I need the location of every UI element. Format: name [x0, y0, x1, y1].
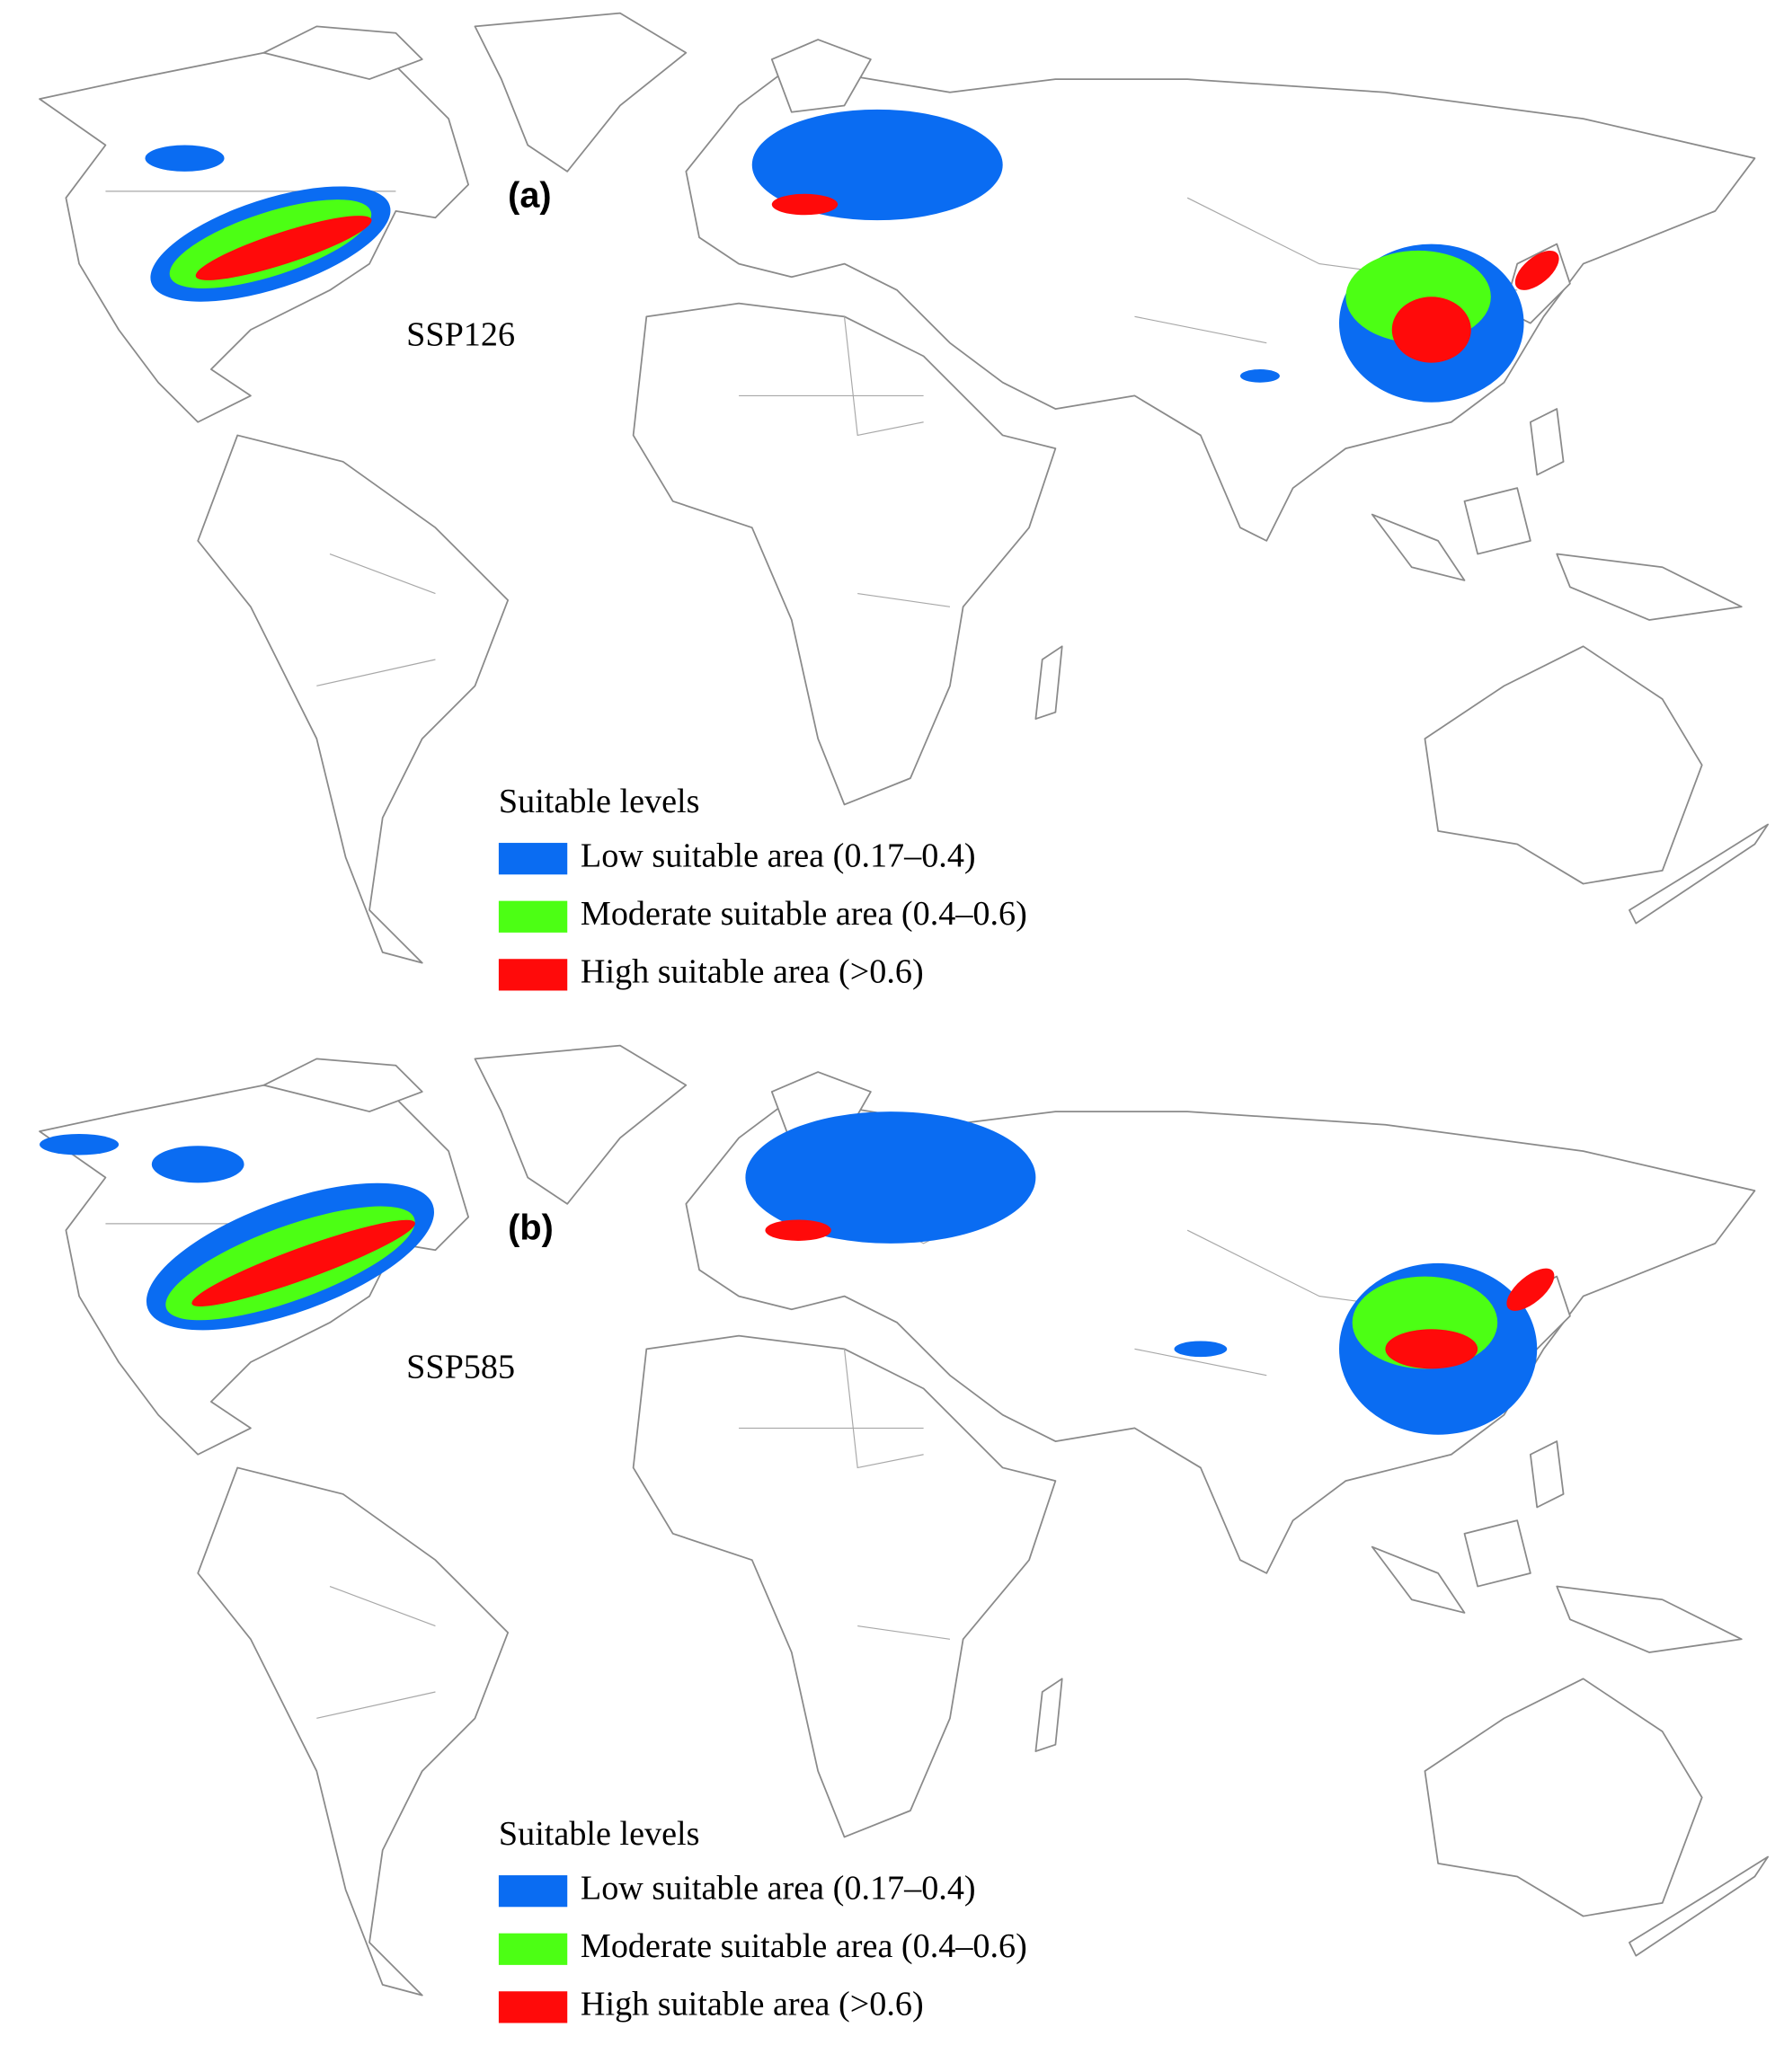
- high-area: [765, 1219, 831, 1241]
- legend-title: Suitable levels: [499, 783, 700, 820]
- low-area: [1174, 1341, 1228, 1358]
- map-panel: (a) SSP126 Suitable levels Low suitable …: [39, 12, 1770, 991]
- legend-label: Moderate suitable area (0.4–0.6): [581, 895, 1027, 933]
- legend-label: Low suitable area (0.17–0.4): [581, 837, 976, 874]
- legend-label: Low suitable area (0.17–0.4): [581, 1869, 976, 1907]
- suitability-layer: [40, 1111, 1555, 1435]
- high-area: [1385, 1329, 1478, 1369]
- high-area: [1506, 1268, 1555, 1311]
- legend: Suitable levels Low suitable area (0.17–…: [498, 1815, 1027, 2023]
- legend-swatch: [498, 1991, 568, 2023]
- legend-swatch: [498, 1933, 568, 1965]
- legend-label: High suitable area (>0.6): [581, 1986, 924, 2023]
- scenario-label: SSP585: [406, 1349, 515, 1386]
- low-area: [1239, 369, 1280, 383]
- low-area: [40, 1134, 120, 1156]
- legend-label: High suitable area (>0.6): [581, 953, 924, 991]
- low-area: [151, 1146, 244, 1183]
- legend-label: Moderate suitable area (0.4–0.6): [581, 1927, 1027, 1965]
- legend: Suitable levels Low suitable area (0.17–…: [498, 783, 1027, 991]
- high-area: [1391, 297, 1471, 363]
- high-area: [195, 216, 372, 280]
- high-area: [1514, 250, 1559, 290]
- high-area: [191, 1219, 415, 1307]
- legend-title: Suitable levels: [499, 1815, 700, 1853]
- legend-swatch: [498, 1875, 568, 1908]
- map-panel: (b) SSP585 Suitable levels Low suitable …: [39, 1044, 1770, 2023]
- low-area: [145, 145, 225, 172]
- suitability-layer: [145, 109, 1559, 403]
- legend-swatch: [498, 900, 568, 933]
- panel-label: (a): [508, 176, 551, 216]
- scenario-label: SSP126: [406, 316, 515, 354]
- legend-swatch: [498, 843, 568, 875]
- legend-swatch: [498, 959, 568, 991]
- high-area: [771, 193, 839, 216]
- low-area: [751, 109, 1003, 221]
- low-area: [745, 1111, 1036, 1244]
- panel-label: (b): [508, 1209, 554, 1248]
